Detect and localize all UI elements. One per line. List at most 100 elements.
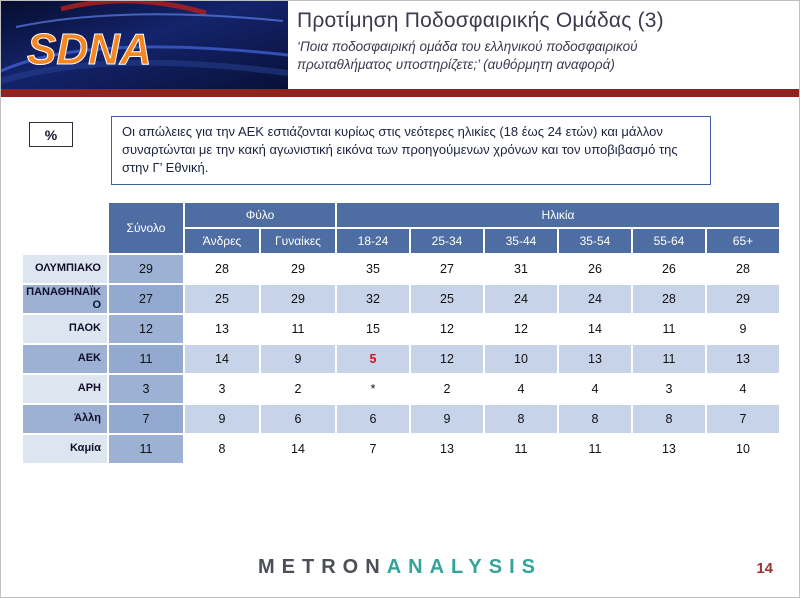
value-cell: 29 [261,255,336,283]
subheader-18-24: 18-24 [337,229,409,253]
value-cell: 6 [261,405,336,433]
table-row: Καμία 11 8 14 7 13 11 11 13 10 [23,435,779,463]
value-cell: 28 [706,255,779,283]
divider-bar [1,89,799,97]
value-cell: 2 [411,375,483,403]
value-cell: 12 [411,345,483,373]
value-cell: 12 [411,315,483,343]
total-cell: 3 [109,375,183,403]
value-cell: 9 [411,405,483,433]
value-cell: 8 [484,405,557,433]
value-cell: 29 [261,285,336,313]
value-cell: 25 [185,285,259,313]
value-cell: 32 [337,285,409,313]
corner-cell [23,203,107,253]
brand-metron: METRON [258,556,387,578]
value-cell: 8 [558,405,631,433]
value-cell: 13 [558,345,631,373]
subtitle-line-1: ‘Ποια ποδοσφαιρική ομάδα του ελληνικού π… [297,39,638,54]
value-cell: 29 [706,285,779,313]
value-cell: 8 [632,405,705,433]
value-cell: 11 [632,315,705,343]
subheader-women: Γυναίκες [261,229,336,253]
team-name-cell: ΠΑΟΚ [23,315,107,343]
value-cell: 8 [185,435,259,463]
total-cell: 27 [109,285,183,313]
total-cell: 7 [109,405,183,433]
value-cell: 13 [632,435,705,463]
value-cell: 9 [185,405,259,433]
total-cell: 11 [109,435,183,463]
logo-text: SDNA [27,25,152,74]
value-cell: 27 [411,255,483,283]
value-cell: 28 [632,285,705,313]
value-cell: 26 [632,255,705,283]
total-cell: 29 [109,255,183,283]
subheader-35-54: 35-54 [558,229,631,253]
table-row: ΑΡΗ 3 3 2 * 2 4 4 3 4 [23,375,779,403]
total-cell: 12 [109,315,183,343]
value-cell: 4 [706,375,779,403]
percent-box: % [29,122,73,147]
value-cell: 7 [706,405,779,433]
value-cell: 2 [261,375,336,403]
value-cell: 25 [411,285,483,313]
table-row: ΑΕΚ 11 14 9 5 12 10 13 11 13 [23,345,779,373]
value-cell: 28 [185,255,259,283]
team-name-cell: ΟΛΥΜΠΙΑΚΟ [23,255,107,283]
team-name-cell: ΑΕΚ [23,345,107,373]
value-cell: 11 [261,315,336,343]
header: Προτίμηση Ποδοσφαιρικής Ομάδας (3) ‘Ποια… [297,9,793,74]
subheader-35-44: 35-44 [484,229,557,253]
results-table: Σύνολο Φύλο Ηλικία Άνδρες Γυναίκες 18-24… [21,201,781,465]
value-cell: 35 [337,255,409,283]
age-group-header: Ηλικία [337,203,779,227]
value-cell: 9 [261,345,336,373]
value-cell: 12 [484,315,557,343]
table-row: ΠΑΝΑΘΗΝΑΪΚΟ 27 25 29 32 25 24 24 28 29 [23,285,779,313]
subheader-men: Άνδρες [185,229,259,253]
table-row: ΟΛΥΜΠΙΑΚΟ 29 28 29 35 27 31 26 26 28 [23,255,779,283]
total-cell: 11 [109,345,183,373]
subtitle: ‘Ποια ποδοσφαιρική ομάδα του ελληνικού π… [297,38,793,74]
value-cell: 14 [261,435,336,463]
value-cell: 24 [484,285,557,313]
value-cell: 11 [558,435,631,463]
value-cell: 11 [632,345,705,373]
table-row: ΠΑΟΚ 12 13 11 15 12 12 14 11 9 [23,315,779,343]
value-cell: * [337,375,409,403]
page-title: Προτίμηση Ποδοσφαιρικής Ομάδας (3) [297,9,664,32]
value-cell: 4 [484,375,557,403]
value-cell: 3 [185,375,259,403]
subtitle-line-2: πρωταθλήματος υποστηρίζετε;’ (αυθόρμητη … [297,57,615,73]
value-cell: 4 [558,375,631,403]
note-box: Οι απώλειες για την ΑΕΚ εστιάζονται κυρί… [111,116,711,185]
value-cell: 15 [337,315,409,343]
value-cell: 9 [706,315,779,343]
table-body: ΟΛΥΜΠΙΑΚΟ 29 28 29 35 27 31 26 26 28 ΠΑΝΑΘΗΝΑΪΚΟ 27… [23,255,779,463]
team-name-cell: Καμία [23,435,107,463]
gender-group-header: Φύλο [185,203,336,227]
subheader-25-34: 25-34 [411,229,483,253]
value-cell: 13 [411,435,483,463]
team-name-cell: Άλλη [23,405,107,433]
value-cell: 7 [337,435,409,463]
page-number: 14 [756,560,773,577]
brand-analysis: ANALYSIS [386,556,542,578]
value-cell: 3 [632,375,705,403]
team-name-cell: ΠΑΝΑΘΗΝΑΪΚΟ [23,285,107,313]
footer-logo: METRONANALYSIS [1,556,799,579]
total-header: Σύνολο [109,203,183,253]
value-cell: 11 [484,435,557,463]
value-cell: 13 [185,315,259,343]
team-name-cell: ΑΡΗ [23,375,107,403]
sdna-logo: SDNA [1,1,288,89]
value-cell: 5 [337,345,409,373]
value-cell: 6 [337,405,409,433]
value-cell: 10 [706,435,779,463]
table-header: Σύνολο Φύλο Ηλικία Άνδρες Γυναίκες 18-24… [23,203,779,253]
value-cell: 31 [484,255,557,283]
value-cell: 14 [558,315,631,343]
subheader-55-64: 55-64 [632,229,705,253]
